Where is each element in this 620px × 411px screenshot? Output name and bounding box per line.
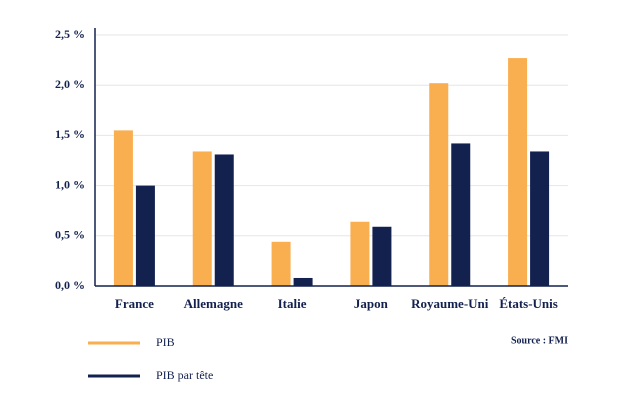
bar	[271, 241, 291, 286]
x-tick-label: France	[115, 296, 154, 311]
x-tick-label: Allemagne	[184, 296, 243, 311]
y-tick-label: 2,0 %	[55, 77, 85, 91]
bar	[372, 226, 392, 286]
bar	[192, 151, 212, 286]
bar	[530, 151, 550, 286]
bar	[429, 83, 449, 286]
bar	[508, 58, 528, 287]
bar	[350, 221, 370, 286]
bar	[135, 185, 155, 286]
y-tick-label: 0,5 %	[55, 228, 85, 242]
x-tick-label: Italie	[278, 296, 307, 311]
bar	[293, 277, 313, 286]
y-tick-label: 1,5 %	[55, 127, 85, 141]
bar	[214, 154, 234, 286]
x-tick-label: Royaume-Uni	[411, 296, 489, 311]
x-tick-label: États-Unis	[499, 296, 558, 311]
y-tick-label: 1,0 %	[55, 177, 85, 191]
legend-label: PIB par tête	[156, 368, 213, 382]
source: Source : FMI	[511, 335, 568, 346]
legend-label: PIB	[156, 335, 175, 349]
x-tick-label: Japon	[354, 296, 389, 311]
bar	[113, 130, 133, 286]
bar	[451, 143, 471, 286]
y-tick-label: 0,0 %	[55, 278, 85, 292]
y-tick-label: 2,5 %	[55, 27, 85, 41]
